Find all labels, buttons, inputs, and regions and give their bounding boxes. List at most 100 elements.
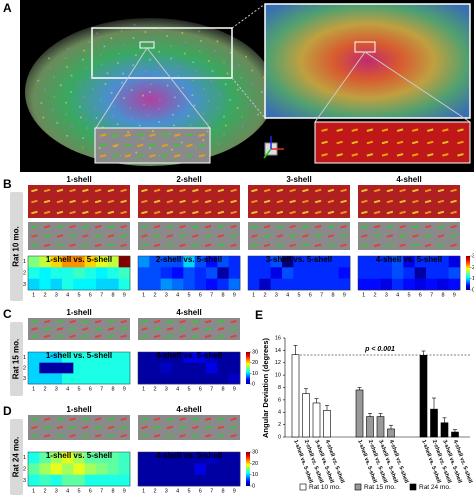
fiber-glyph (153, 234, 161, 238)
heatmap-cell (62, 452, 74, 464)
heatmap-cell (96, 267, 108, 279)
fiber-glyph (82, 434, 89, 438)
texture-dot (64, 56, 67, 59)
heatmap-cell (228, 452, 241, 464)
fiber-glyph (424, 210, 432, 215)
fiber-glyph (31, 210, 38, 215)
fiber-glyph (82, 199, 89, 204)
fiber-glyph (373, 199, 381, 204)
fiber-glyph (107, 243, 115, 248)
heatmap-col-label: 5 (187, 292, 190, 298)
gray-image (138, 222, 240, 250)
fiber-glyph (340, 243, 347, 248)
fiber-glyph (161, 133, 169, 137)
heatmap-cell (259, 267, 271, 279)
heatmap-cell (194, 362, 207, 374)
column-title: 1-shell (66, 308, 91, 317)
fiber-glyph (173, 154, 181, 158)
fiber-glyph (412, 210, 419, 215)
heatmap-cell (28, 267, 40, 279)
fiber-glyph (230, 319, 237, 324)
heatmap-cell (107, 278, 119, 291)
row-label-box (10, 192, 23, 301)
heatmap-cell (50, 463, 63, 475)
fiber-glyph (69, 224, 76, 229)
texture-dot (194, 147, 197, 150)
connector (364, 51, 471, 123)
heatmap-cell (338, 278, 351, 291)
red-image (138, 318, 240, 340)
texture-dot (133, 23, 136, 26)
fiber-glyph (204, 199, 212, 204)
texture-dot (82, 136, 85, 139)
heatmap-cell (172, 352, 184, 363)
fiber-glyph (192, 319, 199, 324)
heatmap-cell (138, 452, 150, 464)
fiber-glyph (340, 224, 347, 229)
fiber-glyph (120, 224, 127, 229)
texture-dot (216, 40, 219, 43)
heatmap-col-label: 3 (385, 292, 388, 298)
fiber-glyph (361, 243, 368, 248)
texture-dot (84, 67, 87, 70)
heatmap-col-label: 8 (111, 386, 114, 392)
fiber-glyph (327, 243, 335, 248)
heatmap-cell (138, 278, 150, 291)
heatmap-col-label: 8 (221, 292, 224, 298)
heatmap-cell (118, 256, 131, 268)
heatmap-cell (28, 278, 40, 291)
fiber-glyph (136, 133, 144, 137)
fiber-glyph (327, 210, 335, 215)
fiber-glyph (289, 243, 296, 248)
heatmap-cell (183, 256, 195, 268)
heatmap-cell (369, 256, 381, 268)
fiber-glyph (230, 334, 237, 339)
fiber-glyph (141, 243, 148, 248)
heatmap-cell (160, 352, 173, 363)
fiber-glyph (327, 199, 335, 204)
texture-dot (149, 58, 151, 61)
heatmap-cell (194, 373, 207, 385)
fiber-glyph (217, 199, 225, 204)
texture-dot (40, 102, 43, 105)
colorbar-label: 0 (472, 287, 474, 293)
heatmap-cell (73, 256, 85, 268)
texture-dot (99, 98, 102, 101)
heatmap-row-label: 1 (23, 259, 26, 265)
heatmap-col-label: 9 (123, 488, 126, 494)
fiber-glyph (43, 243, 51, 248)
heatmap-cell (248, 278, 260, 291)
heatmap-cell (426, 278, 438, 291)
texture-dot (127, 131, 130, 134)
heatmap-cell (316, 267, 328, 279)
texture-dot (151, 130, 154, 133)
red-image (358, 185, 460, 218)
heatmap-col-label: 5 (187, 488, 190, 494)
heatmap-cell (96, 373, 108, 385)
heatmap-col-label: 4 (176, 488, 179, 494)
texture-dot (86, 127, 89, 130)
fiber-glyph (120, 234, 127, 238)
colorbar (246, 352, 250, 384)
texture-dot (95, 116, 98, 119)
fiber-glyph (179, 327, 186, 331)
fiber-glyph (411, 140, 419, 145)
heatmap-col-label: 1 (32, 488, 35, 494)
fiber-glyph (217, 434, 225, 438)
fiber-glyph (327, 188, 335, 193)
bar (312, 402, 321, 438)
fiber-glyph (56, 334, 64, 339)
texture-dot (119, 154, 122, 157)
fiber-glyph (457, 153, 464, 157)
fiber-glyph (412, 199, 419, 204)
fiber-glyph (153, 434, 161, 438)
red-image (138, 185, 240, 218)
colorbar-label: 20 (252, 360, 258, 366)
fiber-glyph (289, 224, 296, 229)
texture-dot (130, 89, 133, 92)
fiber-glyph (43, 417, 51, 421)
fiber-glyph (450, 210, 457, 215)
bar (387, 428, 395, 438)
fiber-glyph (217, 417, 225, 421)
fiber-glyph (120, 243, 127, 248)
